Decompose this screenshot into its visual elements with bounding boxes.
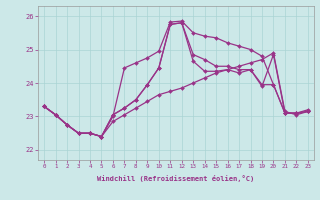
X-axis label: Windchill (Refroidissement éolien,°C): Windchill (Refroidissement éolien,°C) [97,175,255,182]
